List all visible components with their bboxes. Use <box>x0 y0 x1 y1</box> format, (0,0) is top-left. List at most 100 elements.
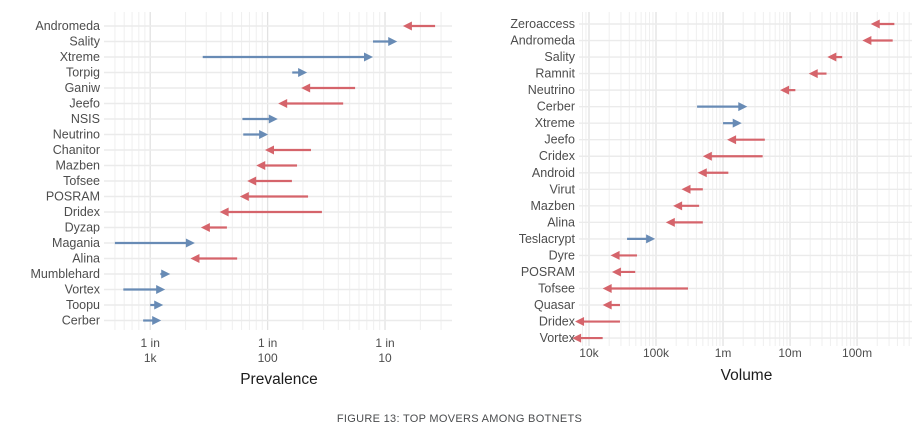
row-teslacrypt: Teslacrypt <box>519 232 912 246</box>
trend-arrow-head-decrease <box>673 201 683 211</box>
trend-arrow-head-decrease <box>870 19 880 29</box>
trend-arrow-head-decrease <box>402 21 412 31</box>
trend-arrow-head-decrease <box>827 52 837 62</box>
row-quasar: Quasar <box>534 298 912 312</box>
trend-arrow-head-decrease <box>602 300 612 310</box>
category-label: Chanitor <box>53 143 100 157</box>
row-dyre: Dyre <box>549 248 912 262</box>
category-label: Sality <box>544 50 575 64</box>
category-label: Toopu <box>66 298 100 312</box>
trend-arrow-head-decrease <box>247 176 257 186</box>
category-label: Virut <box>550 182 576 196</box>
row-andromeda: Andromeda <box>510 34 912 48</box>
rows: Zeroaccess Andromeda Sality Ramnit Neutrino C… <box>510 17 912 345</box>
trend-arrow-head-increase <box>364 52 374 62</box>
row-neutrino: Neutrino <box>528 83 912 97</box>
trend-arrow-head-decrease <box>219 207 229 217</box>
row-sality: Sality <box>544 50 912 64</box>
category-label: POSRAM <box>46 190 100 204</box>
row-android: Android <box>532 166 912 180</box>
vertical-gridlines <box>581 12 910 346</box>
category-label: Jeefo <box>69 97 100 111</box>
category-label: Dyzap <box>65 221 100 235</box>
row-jeefo: Jeefo <box>69 97 452 111</box>
row-vortex: Vortex <box>65 283 452 297</box>
x-axis: 10k 100k 1m 10m 100m <box>579 346 872 360</box>
row-cerber: Cerber <box>537 100 912 114</box>
row-cridex: Cridex <box>539 149 912 163</box>
row-posram: POSRAM <box>521 265 912 279</box>
row-ramnit: Ramnit <box>535 67 912 81</box>
category-label: Alina <box>72 252 100 266</box>
category-label: Jeefo <box>544 133 575 147</box>
row-torpig: Torpig <box>66 66 452 80</box>
trend-arrow-head-increase <box>154 300 164 310</box>
x-tick-label: 10k <box>579 346 599 360</box>
trend-arrow-head-decrease <box>808 69 818 79</box>
trend-arrow-head-decrease <box>611 267 621 277</box>
category-label: Xtreme <box>535 116 575 130</box>
row-magania: Magania <box>52 236 452 250</box>
x-tick-label: 10 <box>378 351 392 365</box>
row-ganiw: Ganiw <box>65 81 452 95</box>
trend-arrow-head-increase <box>388 37 398 46</box>
row-xtreme: Xtreme <box>535 116 912 130</box>
row-chanitor: Chanitor <box>53 143 452 157</box>
row-vortex: Vortex <box>540 331 912 345</box>
trend-arrow-head-decrease <box>301 83 311 93</box>
category-label: Dridex <box>539 315 576 329</box>
trend-arrow-head-increase <box>646 234 656 244</box>
category-label: Torpig <box>66 66 100 80</box>
trend-arrow-head-decrease <box>862 36 872 46</box>
category-label: Neutrino <box>528 83 575 97</box>
trend-arrow-head-increase <box>156 285 166 294</box>
row-toopu: Toopu <box>66 298 452 312</box>
trend-arrow-head-decrease <box>665 217 675 227</box>
trend-arrow-head-decrease <box>265 145 275 155</box>
category-label: Xtreme <box>60 50 100 64</box>
row-xtreme: Xtreme <box>60 50 452 64</box>
category-label: Ganiw <box>65 81 101 95</box>
trend-arrow-head-decrease <box>602 283 612 293</box>
trend-arrow-head-increase <box>185 238 195 248</box>
trend-arrow-head-decrease <box>697 168 707 178</box>
trend-arrow-head-decrease <box>610 250 620 260</box>
row-mazben: Mazben <box>56 159 452 173</box>
row-posram: POSRAM <box>46 190 452 204</box>
category-label: Cerber <box>537 100 575 114</box>
row-jeefo: Jeefo <box>544 133 912 147</box>
trend-arrow-head-decrease <box>572 333 582 343</box>
trend-arrow-head-decrease <box>780 85 790 95</box>
trend-arrow-head-decrease <box>278 99 288 108</box>
category-label: Dridex <box>64 205 101 219</box>
row-alina: Alina <box>547 215 912 229</box>
row-neutrino: Neutrino <box>53 128 452 142</box>
trend-arrow-head-increase <box>268 114 278 124</box>
trend-arrow-head-decrease <box>256 161 266 170</box>
trend-arrow-head-increase <box>738 102 748 112</box>
category-label: Vortex <box>540 331 576 345</box>
trend-arrow-head-decrease <box>200 223 210 232</box>
row-andromeda: Andromeda <box>35 19 452 33</box>
row-tofsee: Tofsee <box>538 281 912 295</box>
category-label: Cridex <box>539 149 576 163</box>
x-tick-label: 1k <box>144 351 158 365</box>
category-label: Sality <box>69 35 100 49</box>
category-label: Mazben <box>531 199 576 213</box>
row-nsis: NSIS <box>71 112 452 126</box>
category-label: Teslacrypt <box>519 232 576 246</box>
row-cerber: Cerber <box>62 314 452 328</box>
x-tick-label: 1m <box>715 346 732 360</box>
category-label: Quasar <box>534 298 575 312</box>
row-dridex: Dridex <box>64 205 452 219</box>
x-tick-label: 1 in <box>375 336 394 350</box>
category-label: Mazben <box>56 159 101 173</box>
category-label: Android <box>532 166 575 180</box>
row-virut: Virut <box>550 182 912 196</box>
category-label: Neutrino <box>53 128 100 142</box>
vertical-gridlines <box>114 12 442 330</box>
trend-arrow-head-increase <box>152 316 162 325</box>
